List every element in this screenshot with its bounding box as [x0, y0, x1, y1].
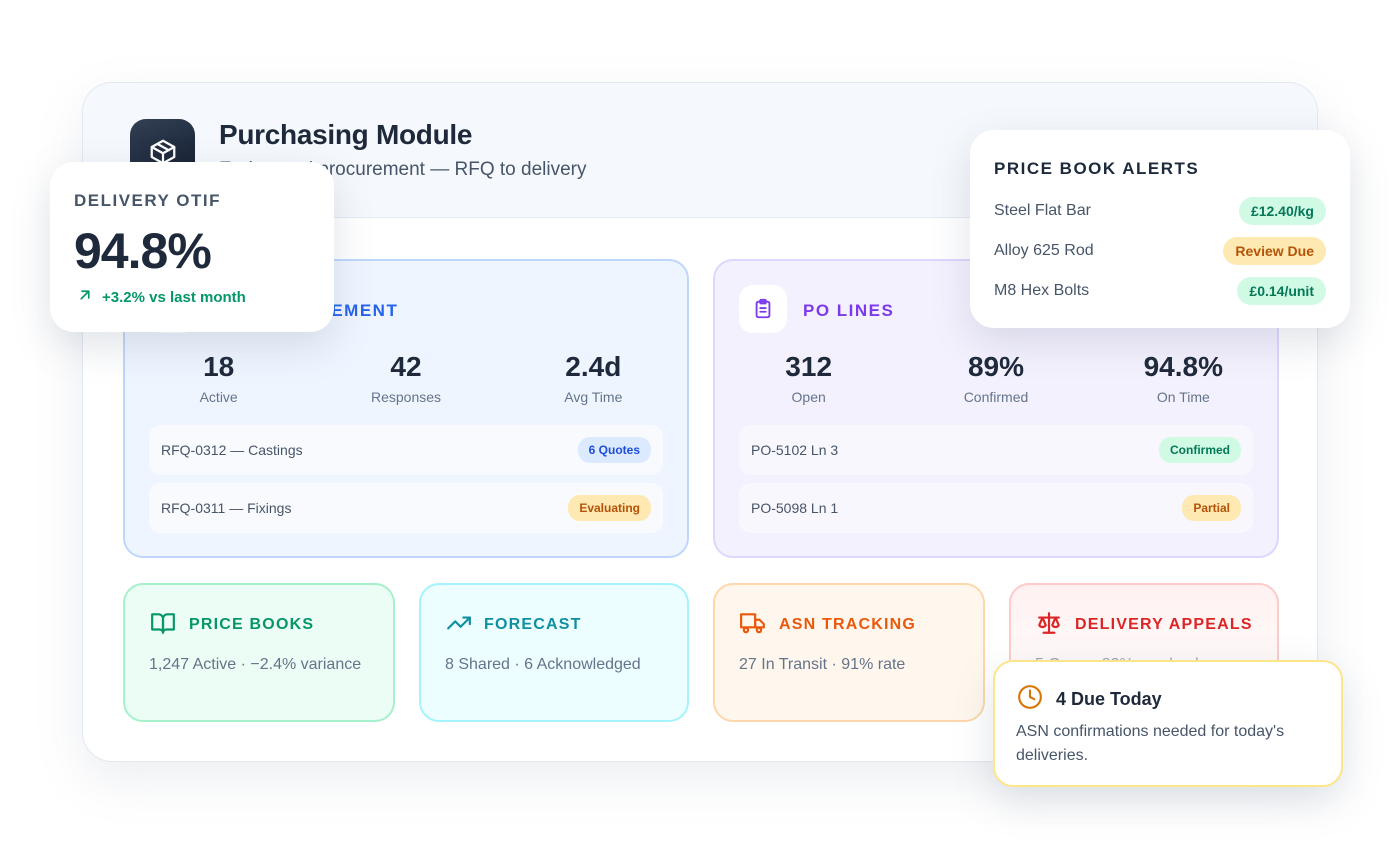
alert-label: Steel Flat Bar	[994, 202, 1091, 219]
price-books-title: PRICE BOOKS	[189, 616, 315, 633]
stat-label: Responses	[370, 389, 442, 405]
status-badge: Evaluating	[568, 495, 651, 521]
alert-badge: Review Due	[1223, 237, 1326, 265]
rfq-row-label: RFQ-0312 — Castings	[161, 442, 303, 458]
trending-up-icon	[445, 610, 473, 641]
due-text: ASN confirmations needed for today's del…	[1016, 723, 1285, 764]
price-book-alerts-card: PRICE BOOK ALERTS Steel Flat Bar £12.40/…	[970, 130, 1350, 328]
po-stat: 89% Confirmed	[902, 351, 1089, 405]
alert-row[interactable]: Alloy 625 Rod Review Due	[994, 237, 1326, 265]
forecast-text: 8 Shared · 6 Acknowledged	[445, 656, 641, 673]
price-books-text: 1,247 Active · −2.4% variance	[149, 656, 362, 673]
otif-trend-text: +3.2% vs last month	[102, 288, 246, 306]
asn-tracking-card[interactable]: ASN TRACKING 27 In Transit · 91% rate	[713, 583, 985, 722]
stat-value: 94.8%	[1143, 351, 1224, 382]
appeals-title: DELIVERY APPEALS	[1075, 616, 1253, 633]
alert-row[interactable]: Steel Flat Bar £12.40/kg	[994, 197, 1326, 225]
stat-value: 18	[203, 351, 235, 382]
rfq-stats: 18 Active 42 Responses 2.4d Avg Time	[125, 351, 687, 405]
stat-value: 312	[785, 351, 833, 382]
price-books-card[interactable]: PRICE BOOKS 1,247 Active · −2.4% varianc…	[123, 583, 395, 722]
alert-label: Alloy 625 Rod	[994, 242, 1094, 259]
due-title: 4 Due Today	[1056, 689, 1162, 709]
po-stat: 312 Open	[715, 351, 902, 405]
alerts-title: PRICE BOOK ALERTS	[994, 159, 1200, 178]
alert-badge: £12.40/kg	[1238, 197, 1326, 225]
po-row[interactable]: PO-5102 Ln 3 Confirmed	[739, 425, 1253, 475]
otif-trend: +3.2% vs last month	[76, 286, 246, 308]
rfq-row[interactable]: RFQ-0311 — Fixings Evaluating	[149, 483, 663, 533]
status-badge: Confirmed	[1159, 437, 1241, 463]
rfq-stat: 2.4d Avg Time	[500, 351, 687, 405]
forecast-title: FORECAST	[484, 616, 582, 633]
alert-row[interactable]: M8 Hex Bolts £0.14/unit	[994, 277, 1326, 305]
stat-label: Avg Time	[564, 389, 623, 405]
po-row-label: PO-5098 Ln 1	[751, 500, 839, 516]
arrow-up-right-icon	[76, 286, 94, 308]
book-open-icon	[149, 610, 177, 641]
rfq-row[interactable]: RFQ-0312 — Castings 6 Quotes	[149, 425, 663, 475]
stat-label: Confirmed	[963, 389, 1029, 405]
rfq-stat: 42 Responses	[312, 351, 499, 405]
forecast-card[interactable]: FORECAST 8 Shared · 6 Acknowledged	[419, 583, 689, 722]
stat-label: On Time	[1156, 389, 1210, 405]
po-row[interactable]: PO-5098 Ln 1 Partial	[739, 483, 1253, 533]
stat-value: 89%	[967, 351, 1025, 382]
rfq-stat: 18 Active	[125, 351, 312, 405]
otif-label: DELIVERY OTIF	[74, 191, 222, 210]
alert-label: M8 Hex Bolts	[994, 282, 1090, 299]
truck-icon	[739, 610, 767, 641]
stat-label: Open	[791, 389, 826, 405]
po-stat: 94.8% On Time	[1090, 351, 1277, 405]
rfq-row-label: RFQ-0311 — Fixings	[161, 500, 292, 516]
clipboard-list-icon	[739, 285, 787, 333]
stat-value: 42	[390, 351, 422, 382]
po-stats: 312 Open 89% Confirmed 94.8% On Time	[715, 351, 1277, 405]
due-today-notification[interactable]: 4 Due Today ASN confirmations needed for…	[993, 660, 1343, 787]
scale-icon	[1035, 610, 1063, 641]
asn-text: 27 In Transit · 91% rate	[739, 656, 906, 673]
page-title: Purchasing Module	[219, 119, 473, 150]
asn-title: ASN TRACKING	[779, 616, 917, 633]
status-badge: 6 Quotes	[577, 437, 651, 463]
clock-icon	[1017, 684, 1043, 715]
otif-value: 94.8%	[74, 223, 212, 279]
delivery-otif-card: DELIVERY OTIF 94.8% +3.2% vs last month	[50, 162, 334, 332]
rfq-management-panel[interactable]: RFQ MANAGEMENT 18 Active 42 Responses 2.…	[123, 259, 689, 558]
stat-value: 2.4d	[565, 351, 622, 382]
alert-badge: £0.14/unit	[1237, 277, 1326, 305]
po-panel-title: PO LINES	[803, 301, 895, 320]
stat-label: Active	[199, 389, 238, 405]
po-row-label: PO-5102 Ln 3	[751, 442, 839, 458]
status-badge: Partial	[1182, 495, 1241, 521]
